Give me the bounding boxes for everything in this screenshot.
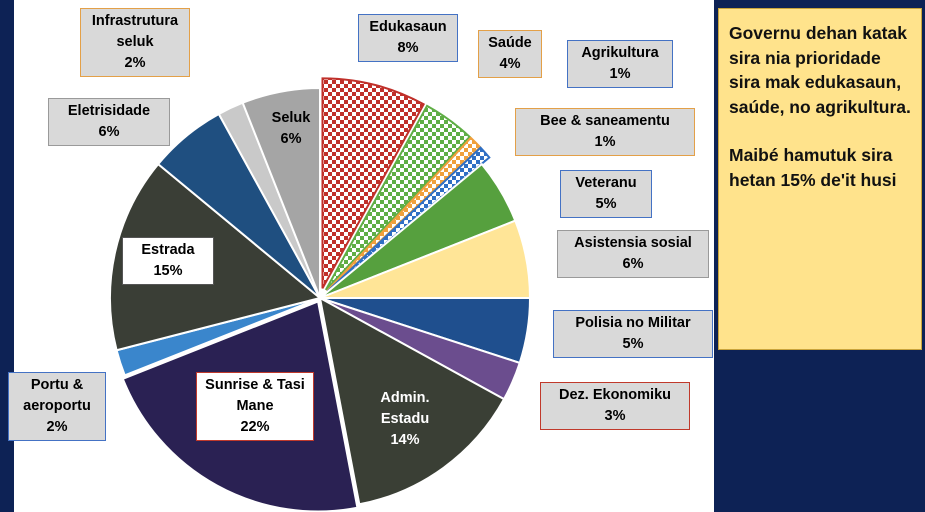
pie-slice	[109, 162, 323, 352]
value-label: 2%	[124, 55, 146, 71]
category-name: Veteranu	[575, 175, 637, 191]
category-name: Edukasaun	[369, 19, 447, 35]
category-name: Eletrisidade	[67, 103, 151, 119]
category-name: Agrikultura	[581, 45, 659, 61]
category-name: Polisia no Militar	[575, 315, 691, 331]
pie-slice	[241, 86, 321, 299]
slice-label: Agrikultura 1%	[567, 40, 673, 88]
slice-label: Bee & saneamentu 1%	[515, 108, 695, 156]
annotation: Governu dehan katak sira nia prioridade …	[729, 23, 911, 117]
category-name: Seluk	[271, 110, 311, 126]
value-label: 2%	[46, 419, 68, 435]
slice-label: Seluk 6%	[258, 105, 324, 153]
slice-label: Polisia no Militar 5%	[553, 310, 713, 358]
category-name: Admin. Estadu	[380, 390, 430, 427]
value-label: 3%	[604, 408, 626, 424]
value-label: 15%	[153, 263, 183, 279]
category-name: Dez. Ekonomiku	[559, 387, 671, 403]
category-name: Infrastrutura seluk	[91, 13, 179, 50]
slice-label: Admin. Estadu 14%	[355, 385, 455, 454]
pie-slice	[325, 104, 472, 291]
value-label: 5%	[595, 196, 617, 212]
slice-label: Asistensia sosial 6%	[557, 230, 709, 278]
value-label: 6%	[98, 124, 120, 140]
annotation: Maibé hamutuk sira hetan 15% de'it husi	[729, 145, 897, 190]
slice-label: Eletrisidade 6%	[48, 98, 170, 146]
value-label: 6%	[280, 131, 302, 147]
pie-slice	[326, 146, 491, 293]
value-label: 14%	[390, 432, 420, 448]
slice-label: Dez. Ekonomiku 3%	[540, 382, 690, 430]
slice-label: Saúde 4%	[478, 30, 542, 78]
slice-label: Sunrise & Tasi Mane 22%	[196, 372, 314, 441]
value-label: 8%	[397, 40, 419, 56]
slice-label: Edukasaun 8%	[358, 14, 458, 62]
category-name: Bee & saneamentu	[540, 113, 670, 129]
annotation-box: Governu dehan katak sira nia prioridade …	[718, 8, 922, 350]
pie-slice	[321, 77, 426, 289]
value-label: 1%	[594, 134, 616, 150]
value-label: 22%	[240, 419, 270, 435]
pie-slice	[318, 296, 506, 506]
category-name: Portu & aeroportu	[23, 377, 91, 414]
slice-label: Veteranu 5%	[560, 170, 652, 218]
value-label: 1%	[609, 66, 631, 82]
value-label: 4%	[499, 56, 521, 72]
slice-label: Estrada 15%	[122, 237, 214, 285]
value-label: 6%	[622, 256, 644, 272]
category-name: Saúde	[488, 35, 532, 51]
category-name: Sunrise & Tasi Mane	[205, 377, 305, 414]
category-name: Estrada	[141, 242, 195, 258]
slice-label: Portu & aeroportu 2%	[8, 372, 106, 441]
category-name: Asistensia sosial	[574, 235, 692, 251]
value-label: 5%	[622, 336, 644, 352]
slice-label: Infrastrutura seluk 2%	[80, 8, 190, 77]
